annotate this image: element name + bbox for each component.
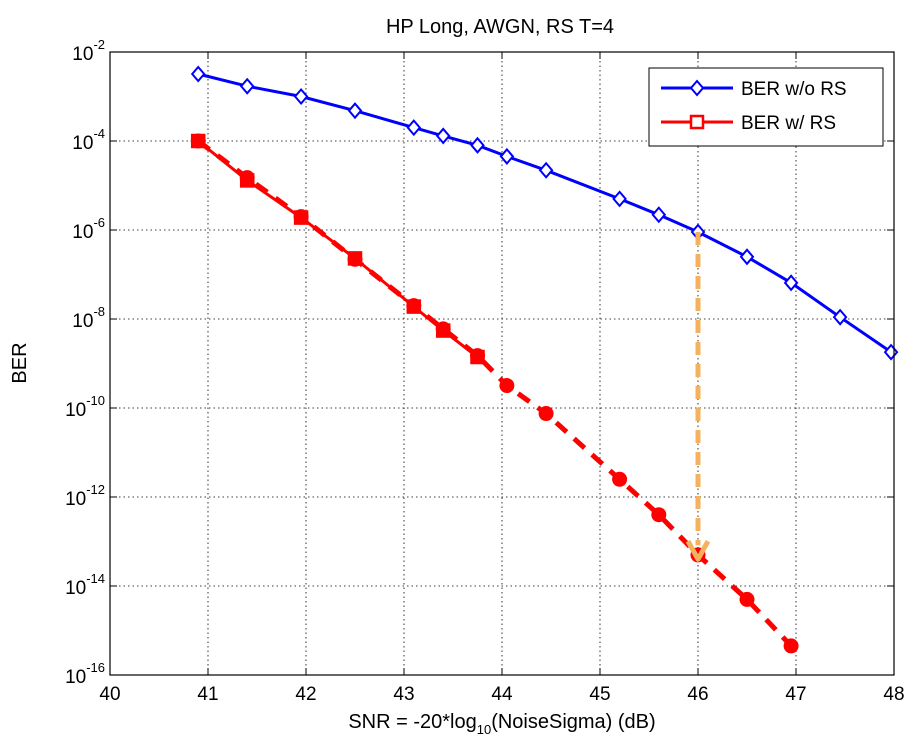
- series-line: [197, 72, 892, 354]
- square-marker: [406, 299, 422, 314]
- x-tick-label: 40: [99, 684, 120, 705]
- diamond-marker: [832, 308, 848, 326]
- square-marker: [190, 133, 206, 149]
- x-axis-label: SNR = -20*log10(NoiseSigma) (dB): [348, 711, 655, 737]
- diamond-marker: [739, 248, 755, 266]
- diamond-marker: [783, 274, 799, 292]
- legend-label: BER w/ RS: [741, 113, 836, 134]
- square-marker: [347, 251, 363, 266]
- circle-marker: [651, 507, 667, 523]
- diamond-marker: [239, 77, 255, 95]
- diamond-marker: [470, 136, 485, 154]
- circle-marker: [783, 638, 799, 654]
- x-tick-label: 41: [197, 684, 218, 705]
- diamond-marker: [347, 102, 363, 120]
- square-marker: [470, 349, 485, 365]
- circle-marker: [499, 378, 515, 394]
- chart-title: HP Long, AWGN, RS T=4: [386, 16, 614, 38]
- x-tick-label: 44: [491, 684, 513, 705]
- square-marker: [239, 173, 255, 188]
- circle-marker: [739, 591, 755, 607]
- diamond-marker: [190, 65, 206, 83]
- x-tick-label: 43: [393, 684, 414, 705]
- x-tick-label: 46: [687, 684, 708, 705]
- y-axis-label: BER: [9, 342, 31, 383]
- diamond-marker: [406, 119, 422, 137]
- annotation-layer: [685, 232, 711, 562]
- square-marker: [293, 210, 309, 225]
- legend-box: [648, 67, 884, 147]
- square-marker: [689, 114, 705, 130]
- circle-marker: [538, 406, 554, 422]
- circle-marker: [612, 471, 628, 487]
- diamond-marker: [651, 206, 667, 224]
- series-line: [196, 138, 793, 648]
- diamond-marker: [538, 161, 554, 179]
- diamond-marker: [499, 147, 515, 165]
- diamond-marker: [293, 87, 309, 106]
- axis-ticks: [109, 51, 895, 676]
- series-1: [190, 133, 485, 365]
- legend: BER w/o RS BER w/ RS: [648, 67, 884, 147]
- x-tick-label: 48: [883, 684, 904, 705]
- square-marker: [435, 323, 451, 338]
- legend-label: BER w/o RS: [741, 79, 847, 100]
- annotation-arrow-head: [685, 539, 711, 562]
- diamond-marker: [689, 79, 705, 97]
- x-tick-label: 47: [785, 684, 806, 705]
- diamond-marker: [435, 127, 451, 145]
- diamond-marker: [612, 190, 627, 208]
- x-tick-label: 42: [295, 684, 316, 705]
- x-tick-label: 45: [589, 684, 610, 705]
